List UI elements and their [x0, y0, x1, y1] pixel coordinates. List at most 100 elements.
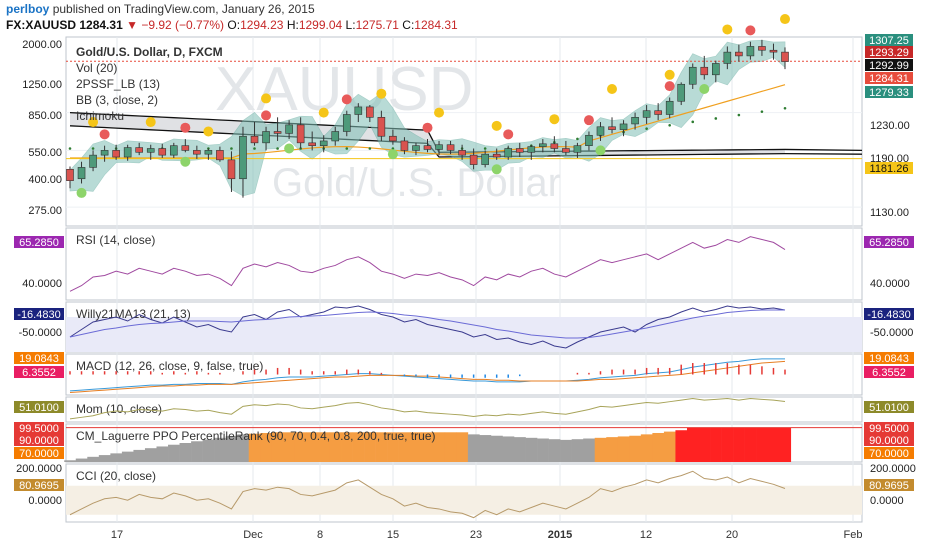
volume-tick-label: 850.00	[28, 110, 62, 122]
candle-body	[423, 145, 432, 150]
value-badge	[14, 434, 64, 446]
pssf-dot	[99, 129, 110, 140]
value-badge	[864, 479, 914, 491]
value-badge	[864, 236, 914, 248]
candle-body	[585, 134, 593, 146]
value-badge	[14, 236, 64, 248]
chart-header: perlboy published on TradingView.com, Ja…	[4, 0, 924, 36]
laguerre-bar	[98, 455, 111, 462]
laguerre-bar	[410, 432, 423, 462]
laguerre-bar	[525, 437, 538, 462]
price-badge	[865, 46, 913, 58]
pssf-dot	[503, 129, 514, 140]
author-link[interactable]: perlboy	[6, 2, 50, 16]
value-badge	[14, 308, 64, 320]
price-tick-label: 1190.00	[870, 153, 909, 165]
laguerre-bar	[294, 432, 307, 462]
value-badge-label: 70.0000	[19, 448, 59, 460]
laguerre-bar	[179, 443, 192, 462]
quote-line: FX:XAUUSD 1284.31 ▼ −9.92 (−0.77%) O:129…	[6, 18, 458, 32]
candle-body	[319, 140, 328, 146]
candle-body	[100, 150, 109, 156]
pssf-dot	[76, 187, 87, 198]
indicator-tick-label: -50.0000	[19, 327, 62, 339]
price-change: −9.92 (−0.77%)	[141, 18, 225, 32]
laguerre-bar	[306, 432, 319, 462]
candle-body	[123, 147, 132, 158]
pssf-dot	[261, 110, 272, 121]
value-badge-label: -16.4830	[867, 309, 910, 321]
price-badge-label: 1181.26	[870, 163, 909, 175]
chikou-dot	[91, 147, 95, 150]
chikou-dot	[345, 147, 349, 150]
lag-label: CM_Laguerre PPO PercentileRank (90, 70, …	[76, 429, 436, 443]
candle-body	[412, 145, 420, 151]
laguerre-bar	[133, 449, 146, 462]
chikou-dot	[645, 127, 648, 130]
volume-tick-label: 400.00	[28, 174, 62, 186]
laguerre-bar	[341, 432, 353, 462]
high-label: H:	[286, 18, 299, 32]
candle-body	[262, 131, 270, 144]
laguerre-bar	[271, 432, 284, 462]
value-badge-label: 6.3552	[22, 367, 56, 379]
pssf-dot	[318, 107, 329, 118]
mom-label: Mom (10, close)	[76, 402, 162, 416]
candle-body	[250, 135, 259, 144]
candle-body	[216, 150, 224, 161]
laguerre-bar	[144, 448, 157, 462]
candle-body	[146, 148, 155, 153]
price-badge-label: 1293.29	[869, 47, 909, 59]
candle-body	[331, 131, 340, 142]
panel-mom[interactable]	[65, 396, 863, 423]
pssf-dot	[434, 107, 445, 118]
chikou-dot	[714, 117, 718, 120]
willy-label: Willy21MA13 (21, 13)	[76, 307, 191, 321]
laguerre-bar	[663, 431, 676, 462]
rsi-line	[69, 236, 786, 292]
indicator-tick-label: 0.0000	[28, 495, 62, 507]
down-arrow-icon: ▼	[126, 18, 138, 32]
value-badge	[14, 422, 64, 434]
panel-macd[interactable]	[65, 353, 863, 396]
chikou-dot	[668, 123, 671, 127]
laguerre-bar	[456, 432, 469, 462]
candle-body	[354, 106, 363, 115]
candle-body	[446, 144, 455, 151]
value-badge-label: 90.0000	[869, 435, 909, 447]
pssf-dot	[180, 122, 191, 133]
candle-body	[296, 124, 305, 144]
laguerre-bar	[156, 446, 169, 462]
x-tick-label: 20	[726, 529, 738, 541]
laguerre-bar	[121, 451, 134, 462]
price-badge	[865, 59, 913, 71]
value-badge-label: 65.2850	[869, 237, 909, 249]
candle-body	[746, 46, 755, 57]
candle-body	[204, 150, 213, 155]
candle-body	[481, 153, 489, 165]
main-legend-item: BB (3, close, 2)	[76, 93, 158, 107]
candle-body	[539, 143, 547, 147]
candle-body	[665, 100, 674, 115]
candle-body	[515, 148, 524, 153]
x-tick-label: 15	[387, 529, 399, 541]
pssf-dot	[491, 120, 502, 131]
laguerre-bar	[779, 427, 792, 462]
laguerre-bar	[594, 437, 607, 462]
value-badge	[864, 352, 914, 364]
x-tick-label: Feb	[844, 529, 863, 541]
panel-rsi[interactable]	[65, 227, 863, 301]
candle-body	[550, 143, 559, 149]
cci-label: CCI (20, close)	[76, 469, 156, 483]
candle-body	[169, 145, 178, 156]
price-badge-label: 1279.33	[869, 87, 909, 99]
indicator-tick-label: 40.0000	[22, 278, 62, 290]
candle-body	[400, 140, 409, 151]
main-legend-item: Ichimoku	[76, 109, 124, 123]
laguerre-bar	[548, 439, 561, 462]
laguerre-bar	[248, 433, 261, 462]
laguerre-bar	[537, 438, 549, 462]
candle-body	[158, 148, 167, 156]
laguerre-bar	[767, 427, 780, 462]
